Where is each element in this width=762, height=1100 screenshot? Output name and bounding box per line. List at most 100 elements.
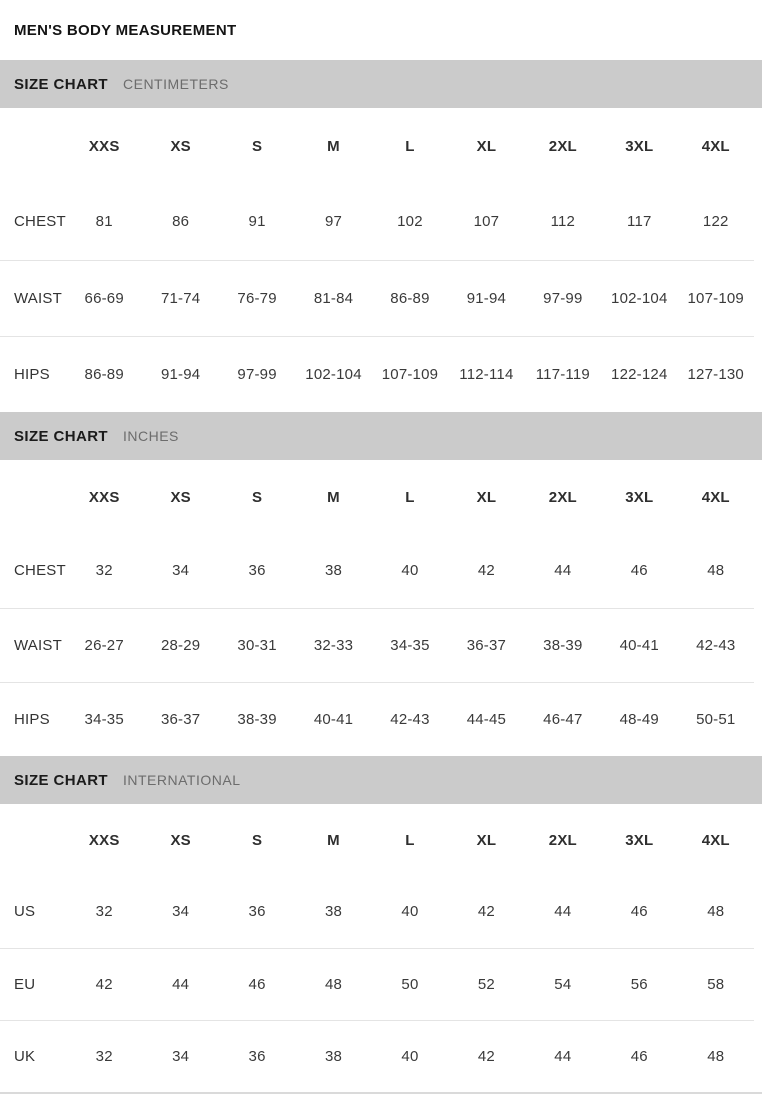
value-cell: 34 xyxy=(172,903,190,921)
table-header-row: XXS XS S M L XL 2XL 3XL 4XL xyxy=(0,108,754,184)
value-cell: 107-109 xyxy=(687,289,744,307)
value-cell: 40 xyxy=(401,903,419,921)
value-cell: 48 xyxy=(707,562,725,580)
column-header: 4XL xyxy=(701,488,730,506)
value-cell: 38-39 xyxy=(237,710,277,728)
size-table-wrap-centimeters: XXS XS S M L XL 2XL 3XL 4XL CHEST 81 86 91 97 102 107 11… xyxy=(0,108,762,412)
column-header: 3XL xyxy=(625,137,654,155)
value-cell: 38 xyxy=(324,1047,343,1065)
value-cell: 42 xyxy=(95,975,113,993)
corner-cell xyxy=(0,804,66,876)
value-cell: 48 xyxy=(324,975,343,993)
value-cell: 34-35 xyxy=(390,636,430,654)
column-header: 4XL xyxy=(701,831,730,849)
value-cell: 97 xyxy=(324,213,343,231)
value-cell: 107-109 xyxy=(381,365,439,383)
value-cell: 112 xyxy=(550,213,576,231)
table-row: HIPS 86-89 91-94 97-99 102-104 107-109 112-114… xyxy=(0,336,754,412)
value-cell: 42-43 xyxy=(390,710,430,728)
row-label: CHEST xyxy=(14,562,66,580)
column-header: XS xyxy=(170,831,191,849)
value-cell: 107 xyxy=(473,213,500,231)
value-cell: 38 xyxy=(324,903,343,921)
value-cell: 66-69 xyxy=(84,289,124,307)
value-cell: 86-89 xyxy=(84,365,124,383)
value-cell: 40 xyxy=(401,562,419,580)
table-row: WAIST 26-27 28-29 30-31 32-33 34-35 36-37 38-39… xyxy=(0,608,754,682)
value-cell: 42-43 xyxy=(696,636,736,654)
table-row: HIPS 34-35 36-37 38-39 40-41 42-43 44-45 46-47 4… xyxy=(0,682,754,756)
row-label: HIPS xyxy=(14,365,50,383)
value-cell: 38 xyxy=(324,562,343,580)
value-cell: 102-104 xyxy=(611,289,668,307)
value-cell: 36 xyxy=(248,1047,266,1065)
column-header: XL xyxy=(476,137,497,155)
column-header: 3XL xyxy=(625,488,654,506)
value-cell: 122 xyxy=(702,213,729,231)
corner-cell xyxy=(0,460,66,534)
table-row: EU 42 44 46 48 50 52 54 56 58 xyxy=(0,948,754,1020)
column-header: M xyxy=(327,137,340,155)
value-cell: 54 xyxy=(554,975,572,993)
value-cell: 91 xyxy=(248,213,266,231)
value-cell: 40-41 xyxy=(619,636,659,654)
column-header: XXS xyxy=(88,137,120,155)
column-header: XL xyxy=(476,831,497,849)
value-cell: 122-124 xyxy=(611,365,668,383)
value-cell: 117 xyxy=(627,213,652,231)
value-cell: 40-41 xyxy=(313,710,354,728)
table-row: CHEST 32 34 36 38 40 42 44 46 48 xyxy=(0,534,754,608)
column-header: 2XL xyxy=(548,488,577,506)
column-header: XXS xyxy=(88,831,120,849)
size-table-wrap-international: XXS XS S M L XL 2XL 3XL 4XL US 32 34 36 38 40 42 44 46 48 E… xyxy=(0,804,762,1092)
section-subtitle: INCHES xyxy=(123,428,179,444)
value-cell: 42 xyxy=(477,562,495,580)
value-cell: 44 xyxy=(172,975,190,993)
column-header: S xyxy=(251,831,263,849)
column-header: 2XL xyxy=(548,137,577,155)
value-cell: 40 xyxy=(401,1047,419,1065)
value-cell: 112-114 xyxy=(459,365,514,383)
value-cell: 48 xyxy=(707,903,725,921)
table-header-row: XXS XS S M L XL 2XL 3XL 4XL xyxy=(0,460,754,534)
value-cell: 46 xyxy=(630,562,648,580)
value-cell: 102 xyxy=(397,213,423,231)
section-title: SIZE CHART xyxy=(14,427,108,445)
section-subtitle: CENTIMETERS xyxy=(123,76,229,92)
section-title: SIZE CHART xyxy=(14,771,108,789)
table-row: CHEST 81 86 91 97 102 107 112 117 122 xyxy=(0,184,754,260)
column-header: 2XL xyxy=(548,831,577,849)
value-cell: 44 xyxy=(554,903,572,921)
section-centimeters: SIZE CHART CENTIMETERS XXS XS S M L XL 2XL 3XL 4… xyxy=(0,60,762,412)
value-cell: 91-94 xyxy=(466,289,507,307)
column-header: XL xyxy=(476,488,497,506)
column-header: 4XL xyxy=(701,137,730,155)
size-table-centimeters: XXS XS S M L XL 2XL 3XL 4XL CHEST 81 86 91 97 102 107 11… xyxy=(0,108,754,412)
row-label: UK xyxy=(14,1047,36,1065)
value-cell: 36 xyxy=(248,903,266,921)
value-cell: 71-74 xyxy=(160,289,201,307)
section-subtitle: INTERNATIONAL xyxy=(123,772,241,788)
row-label: HIPS xyxy=(14,710,50,728)
table-header-row: XXS XS S M L XL 2XL 3XL 4XL xyxy=(0,804,754,876)
value-cell: 86-89 xyxy=(390,289,430,307)
size-table-inches: XXS XS S M L XL 2XL 3XL 4XL CHEST 32 34 36 38 40 42 44 46… xyxy=(0,460,754,756)
column-header: XS xyxy=(170,137,191,155)
column-header: L xyxy=(405,137,415,155)
size-table-wrap-inches: XXS XS S M L XL 2XL 3XL 4XL CHEST 32 34 36 38 40 42 44 46… xyxy=(0,460,762,756)
value-cell: 46 xyxy=(248,975,266,993)
section-bar-inches: SIZE CHART INCHES xyxy=(0,412,762,460)
page-title: MEN'S BODY MEASUREMENT xyxy=(14,21,237,39)
value-cell: 127-130 xyxy=(687,365,744,383)
column-header: S xyxy=(251,488,263,506)
value-cell: 48 xyxy=(707,1047,725,1065)
size-table-international: XXS XS S M L XL 2XL 3XL 4XL US 32 34 36 38 40 42 44 46 48 E… xyxy=(0,804,754,1092)
value-cell: 34 xyxy=(172,562,190,580)
value-cell: 34-35 xyxy=(84,710,124,728)
value-cell: 34 xyxy=(172,1047,190,1065)
value-cell: 117-119 xyxy=(535,365,590,383)
value-cell: 38-39 xyxy=(543,636,583,654)
column-header: XS xyxy=(170,488,191,506)
corner-cell xyxy=(0,108,66,184)
value-cell: 44 xyxy=(554,562,572,580)
